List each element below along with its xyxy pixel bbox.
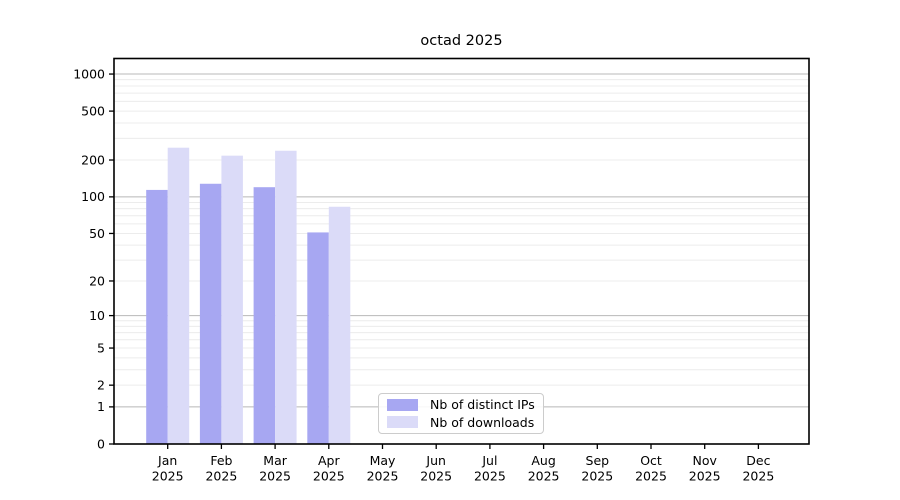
bar-distinct-ips-Mar <box>253 187 276 444</box>
y-tick-label: 0 <box>97 436 105 451</box>
x-tick-label: Dec 2025 <box>742 453 774 484</box>
bar-distinct-ips-Feb <box>199 183 222 444</box>
legend-label-downloads: Nb of downloads <box>430 414 535 430</box>
x-tick-label: Aug 2025 <box>528 453 560 484</box>
legend-label-distinct-ips: Nb of distinct IPs <box>430 397 535 413</box>
bar-downloads-Apr <box>328 206 351 444</box>
bar-distinct-ips-Jan <box>146 189 168 444</box>
x-tick-label: May 2025 <box>367 453 399 484</box>
x-tick-label: Sep 2025 <box>581 453 613 484</box>
bar-distinct-ips-Apr <box>307 232 329 444</box>
x-tick-label: Jul 2025 <box>474 453 506 484</box>
y-tick-label: 100 <box>81 189 105 204</box>
x-tick-label: Feb 2025 <box>205 453 237 484</box>
x-tick-label: Apr 2025 <box>313 453 345 484</box>
bar-downloads-Jan <box>167 147 190 444</box>
legend-swatch-downloads <box>387 416 418 429</box>
y-tick-label: 10 <box>89 308 105 323</box>
legend: Nb of distinct IPs Nb of downloads <box>378 393 544 434</box>
legend-item-distinct-ips: Nb of distinct IPs <box>387 397 535 412</box>
x-tick-label: Nov 2025 <box>689 453 721 484</box>
x-tick-label: Jan 2025 <box>152 453 184 484</box>
y-tick-label: 5 <box>97 340 105 355</box>
x-tick-label: Oct 2025 <box>635 453 667 484</box>
chart-title: octad 2025 <box>420 33 503 49</box>
x-tick-label: Mar 2025 <box>259 453 291 484</box>
y-tick-label: 2 <box>97 377 105 392</box>
y-tick-label: 50 <box>89 226 105 241</box>
y-tick-label: 20 <box>89 273 105 288</box>
y-tick-label: 500 <box>81 103 105 118</box>
y-tick-label: 1 <box>97 399 105 414</box>
legend-swatch-distinct-ips <box>387 398 418 411</box>
bar-downloads-Mar <box>275 150 297 445</box>
y-tick-label: 200 <box>81 152 105 167</box>
y-tick-label: 1000 <box>73 66 105 81</box>
legend-item-downloads: Nb of downloads <box>387 415 535 430</box>
x-tick-label: Jun 2025 <box>420 453 452 484</box>
plot-border <box>113 57 810 445</box>
bar-downloads-Feb <box>221 155 243 444</box>
